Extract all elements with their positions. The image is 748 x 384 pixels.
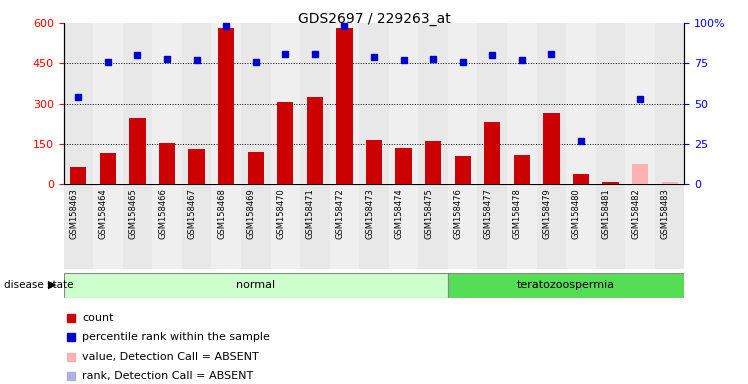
Bar — [477, 23, 507, 184]
Text: GSM158463: GSM158463 — [70, 189, 79, 239]
Bar — [70, 167, 87, 184]
Bar — [359, 23, 389, 184]
Text: percentile rank within the sample: percentile rank within the sample — [82, 332, 270, 342]
Bar — [99, 153, 116, 184]
Text: teratozoospermia: teratozoospermia — [517, 280, 615, 290]
Bar — [425, 141, 441, 184]
Bar — [330, 23, 359, 184]
Text: GSM158465: GSM158465 — [129, 189, 138, 239]
Bar — [484, 122, 500, 184]
Bar — [188, 149, 205, 184]
Text: GSM158482: GSM158482 — [631, 189, 640, 239]
Text: GSM158472: GSM158472 — [335, 189, 344, 239]
Bar — [64, 184, 94, 269]
Bar — [418, 23, 448, 184]
Text: GSM158474: GSM158474 — [394, 189, 404, 239]
Bar — [661, 182, 678, 184]
Bar — [300, 184, 330, 269]
Text: GSM158483: GSM158483 — [660, 189, 669, 239]
Bar — [64, 23, 94, 184]
Bar — [359, 184, 389, 269]
Bar — [507, 184, 536, 269]
Bar — [389, 184, 418, 269]
Bar — [625, 184, 654, 269]
FancyBboxPatch shape — [64, 273, 448, 298]
Bar — [307, 97, 323, 184]
Bar — [602, 182, 619, 184]
Bar — [536, 23, 566, 184]
Bar — [271, 23, 300, 184]
Bar — [218, 28, 234, 184]
Text: GSM158481: GSM158481 — [601, 189, 610, 239]
Text: GSM158480: GSM158480 — [572, 189, 581, 239]
Bar — [366, 140, 382, 184]
Bar — [182, 23, 212, 184]
Bar — [389, 23, 418, 184]
FancyBboxPatch shape — [448, 273, 684, 298]
Bar — [123, 23, 153, 184]
Bar — [595, 184, 625, 269]
Bar — [654, 184, 684, 269]
Bar — [507, 23, 536, 184]
Text: GSM158475: GSM158475 — [424, 189, 433, 239]
Bar — [330, 184, 359, 269]
Text: GSM158471: GSM158471 — [306, 189, 315, 239]
Text: GSM158467: GSM158467 — [188, 189, 197, 239]
Bar — [514, 155, 530, 184]
Bar — [536, 184, 566, 269]
Bar — [573, 174, 589, 184]
Bar — [248, 152, 264, 184]
Bar — [278, 103, 293, 184]
Text: GSM158476: GSM158476 — [454, 189, 463, 239]
Bar — [212, 23, 241, 184]
Text: GSM158479: GSM158479 — [542, 189, 551, 239]
Text: disease state: disease state — [4, 280, 73, 290]
Bar — [396, 148, 411, 184]
Text: value, Detection Call = ABSENT: value, Detection Call = ABSENT — [82, 352, 259, 362]
Bar — [566, 184, 595, 269]
Text: GSM158466: GSM158466 — [158, 189, 167, 239]
Bar — [94, 23, 123, 184]
Bar — [448, 184, 477, 269]
Bar — [300, 23, 330, 184]
Bar — [271, 184, 300, 269]
Text: GSM158478: GSM158478 — [513, 189, 522, 239]
Bar — [94, 184, 123, 269]
Text: GDS2697 / 229263_at: GDS2697 / 229263_at — [298, 12, 450, 25]
Text: ▶: ▶ — [48, 280, 56, 290]
Bar — [241, 184, 271, 269]
Text: GSM158469: GSM158469 — [247, 189, 256, 239]
Bar — [159, 143, 175, 184]
Bar — [153, 184, 182, 269]
Bar — [153, 23, 182, 184]
Bar — [418, 184, 448, 269]
Text: GSM158477: GSM158477 — [483, 189, 492, 239]
Bar — [595, 23, 625, 184]
Bar — [625, 23, 654, 184]
Bar — [182, 184, 212, 269]
Bar — [123, 184, 153, 269]
Bar — [654, 23, 684, 184]
Bar — [477, 184, 507, 269]
Text: normal: normal — [236, 280, 275, 290]
Bar — [632, 164, 649, 184]
Text: rank, Detection Call = ABSENT: rank, Detection Call = ABSENT — [82, 371, 254, 381]
Text: GSM158468: GSM158468 — [217, 189, 226, 239]
Bar — [455, 156, 470, 184]
Bar — [566, 23, 595, 184]
Bar — [212, 184, 241, 269]
Text: count: count — [82, 313, 114, 323]
Text: GSM158470: GSM158470 — [276, 189, 285, 239]
Bar — [129, 118, 146, 184]
Bar — [448, 23, 477, 184]
Text: GSM158473: GSM158473 — [365, 189, 374, 239]
Bar — [241, 23, 271, 184]
Text: GSM158464: GSM158464 — [99, 189, 108, 239]
Bar — [543, 113, 560, 184]
Bar — [337, 28, 352, 184]
